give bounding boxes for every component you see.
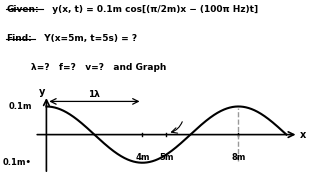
- Text: Given:: Given:: [6, 4, 39, 14]
- Text: Y(x=5m, t=5s) = ?: Y(x=5m, t=5s) = ?: [38, 34, 137, 43]
- Text: x: x: [300, 130, 306, 140]
- Text: 1λ: 1λ: [88, 90, 100, 99]
- Text: 8m: 8m: [231, 153, 245, 162]
- Text: 4m: 4m: [135, 153, 150, 162]
- Text: Find:: Find:: [6, 34, 32, 43]
- Text: 5m: 5m: [159, 153, 174, 162]
- Text: 0.1m•: 0.1m•: [3, 158, 32, 167]
- Text: 0.1m: 0.1m: [9, 102, 32, 111]
- Text: y: y: [38, 87, 45, 97]
- Text: λ=?   f=?   v=?   and Graph: λ=? f=? v=? and Graph: [6, 63, 167, 72]
- Text: y(x, t) = 0.1m cos[(π/2m)x − (100π Hz)t]: y(x, t) = 0.1m cos[(π/2m)x − (100π Hz)t]: [46, 4, 259, 14]
